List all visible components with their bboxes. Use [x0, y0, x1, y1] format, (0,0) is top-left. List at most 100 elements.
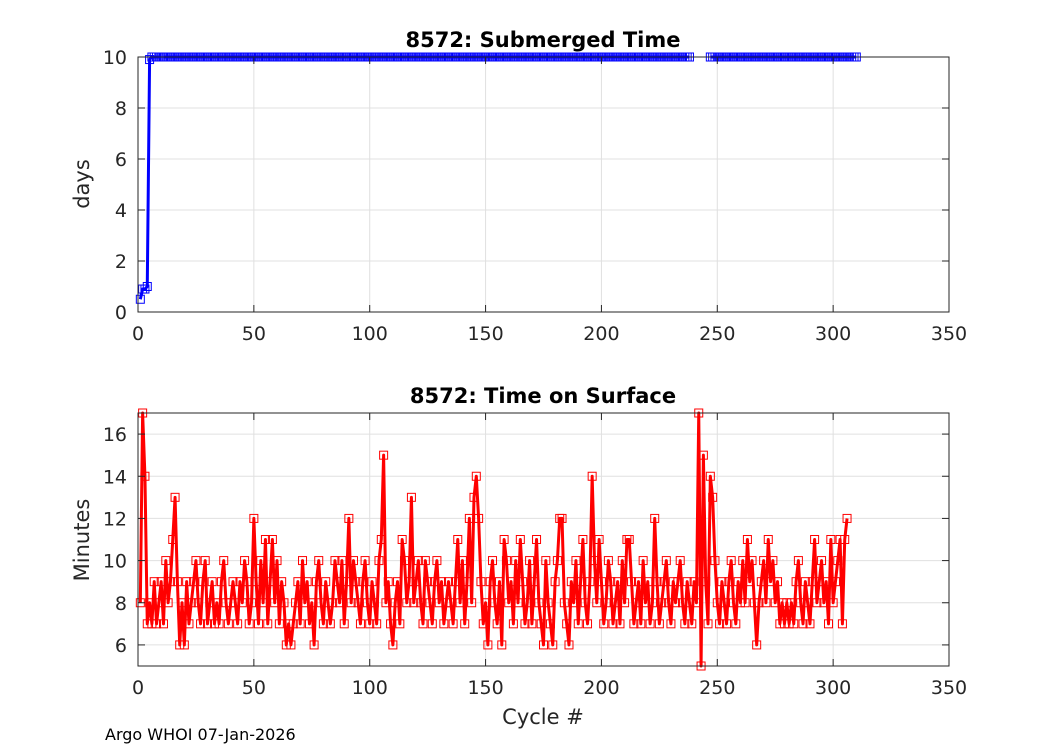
data-point-marker [177, 598, 187, 608]
data-point-marker [613, 577, 623, 587]
data-point-marker [643, 577, 653, 587]
data-point-marker [529, 577, 539, 587]
data-point-marker [335, 598, 345, 608]
data-point-marker [684, 598, 694, 608]
data-point-marker [372, 619, 382, 629]
data-point-marker [828, 598, 838, 608]
data-point-marker [722, 619, 732, 629]
y-tick-label: 16 [103, 424, 127, 446]
data-point-marker [221, 598, 231, 608]
data-point-marker [247, 598, 257, 608]
data-point-marker [381, 598, 391, 608]
data-point-marker [284, 619, 294, 629]
data-point-marker [768, 556, 778, 566]
data-point-marker [603, 556, 613, 566]
data-point-marker [497, 640, 507, 650]
data-point-marker [784, 619, 794, 629]
submerged-time-axes: 0 50 100 150 200 250 300 350 0 2 4 6 8 10 8572: Subme… [70, 28, 967, 345]
x-tick-label: 200 [583, 323, 619, 345]
data-point-marker [467, 598, 477, 608]
series-line [138, 55, 162, 300]
data-point-marker [251, 577, 261, 587]
data-point-marker [474, 513, 484, 523]
data-point-marker [499, 535, 509, 544]
data-point-marker [592, 598, 602, 608]
data-point-marker [492, 619, 502, 629]
data-point-marker [409, 598, 419, 608]
data-point-marker [664, 598, 674, 608]
data-point-marker [719, 598, 729, 608]
data-point-marker [342, 577, 352, 587]
data-point-marker [203, 619, 213, 629]
data-point-marker [430, 577, 440, 587]
data-point-marker [687, 619, 697, 629]
data-point-marker [821, 577, 831, 587]
data-point-marker [205, 598, 215, 608]
data-point-marker [773, 577, 783, 587]
data-point-marker [355, 619, 365, 629]
data-point-marker [703, 619, 713, 629]
data-point-marker [657, 598, 667, 608]
data-point-marker [775, 619, 785, 629]
x-tick-label: 100 [352, 323, 388, 345]
data-point-marker [814, 577, 824, 587]
data-point-marker [267, 535, 277, 544]
data-point-marker [738, 556, 748, 566]
surface-time-ticks: 0 50 100 150 200 250 300 350 6 8 10 12 14 16 [103, 413, 967, 699]
data-point-marker [578, 535, 588, 544]
data-point-marker [494, 577, 504, 587]
submerged-time-ylabel: days [70, 159, 94, 209]
data-point-marker [585, 577, 595, 587]
data-point-marker [288, 619, 298, 629]
data-point-marker [256, 556, 266, 566]
data-point-marker [668, 577, 678, 587]
data-point-marker [393, 577, 403, 587]
x-tick-label: 250 [699, 677, 735, 699]
y-tick-label: 12 [103, 508, 127, 530]
data-point-marker [624, 535, 634, 544]
data-point-marker [661, 556, 671, 566]
data-point-marker [580, 598, 590, 608]
data-point-marker [295, 619, 305, 629]
x-tick-label: 350 [931, 323, 967, 345]
data-point-marker [448, 619, 458, 629]
data-point-marker [680, 619, 690, 629]
footer-credit: Argo WHOI 07-Jan-2026 [105, 725, 296, 744]
data-point-marker [548, 640, 558, 650]
submerged-time-series [135, 52, 861, 304]
data-point-marker [671, 598, 681, 608]
submerged-time-plot-frame [137, 56, 950, 313]
x-tick-label: 0 [132, 323, 144, 345]
data-point-marker [539, 640, 548, 650]
data-point-marker [543, 598, 553, 608]
data-point-marker [253, 619, 263, 629]
data-point-marker [729, 598, 739, 608]
data-point-marker [837, 619, 847, 629]
data-point-marker [214, 619, 224, 629]
x-tick-label: 50 [242, 677, 266, 699]
data-point-marker [291, 598, 301, 608]
data-point-marker [358, 577, 368, 587]
x-tick-label: 350 [931, 677, 967, 699]
data-point-marker [330, 556, 340, 566]
data-point-marker [481, 598, 491, 608]
data-point-marker [444, 577, 453, 587]
data-point-marker [277, 577, 287, 587]
data-point-marker [399, 556, 409, 566]
data-point-marker [406, 492, 416, 502]
data-point-marker [270, 598, 280, 608]
data-point-marker [163, 598, 173, 608]
data-point-marker [541, 556, 551, 566]
surface-time-ylabel: Minutes [70, 499, 94, 582]
data-point-marker [274, 619, 284, 629]
data-point-marker [165, 577, 175, 587]
data-point-marker [515, 535, 525, 544]
data-point-marker [759, 556, 769, 566]
data-point-marker [207, 577, 217, 587]
data-point-marker [437, 577, 447, 587]
data-point-marker [634, 577, 643, 587]
data-point-marker [615, 619, 625, 629]
data-point-marker [235, 577, 245, 587]
x-tick-label: 300 [815, 677, 851, 699]
